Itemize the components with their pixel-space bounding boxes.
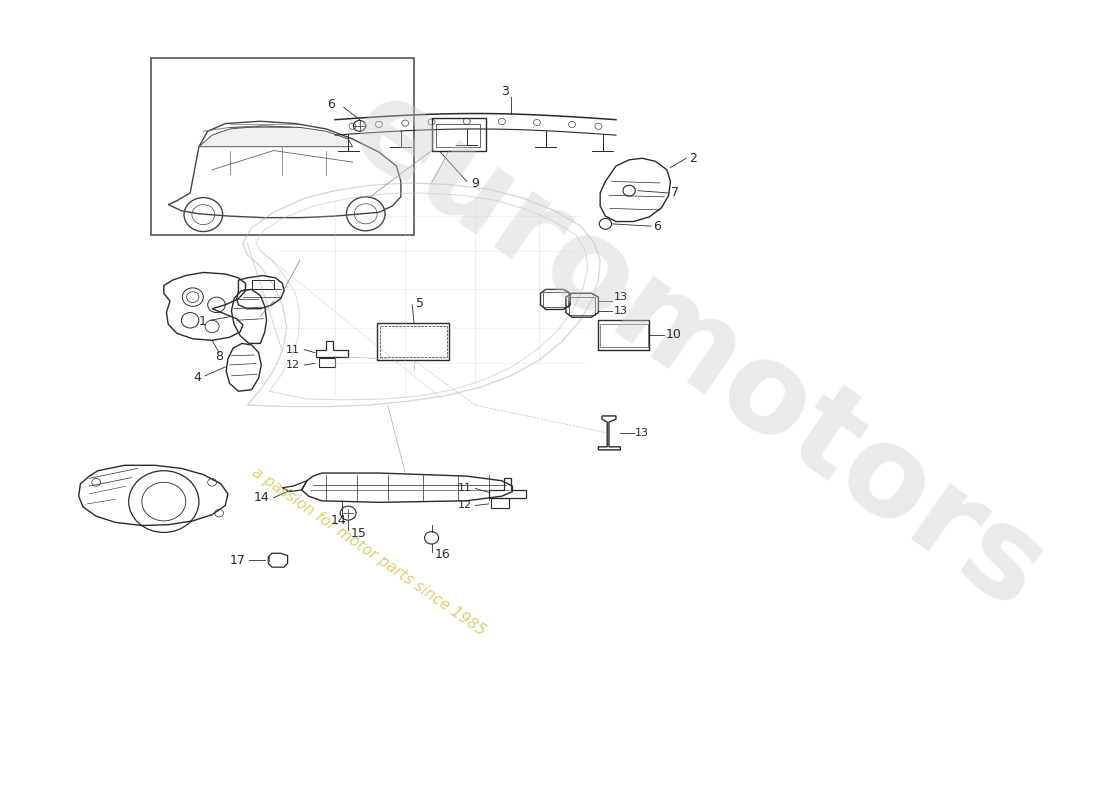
Bar <box>252 280 274 290</box>
Text: 14: 14 <box>253 491 270 504</box>
Text: 15: 15 <box>351 526 366 540</box>
Bar <box>319 358 336 366</box>
Bar <box>569 297 595 315</box>
Text: 2: 2 <box>689 152 696 165</box>
Bar <box>377 323 449 360</box>
Text: 13: 13 <box>614 306 627 316</box>
Bar <box>436 123 480 146</box>
Bar <box>543 292 568 307</box>
Text: 10: 10 <box>666 329 682 342</box>
Text: 13: 13 <box>636 428 649 438</box>
Text: 7: 7 <box>671 186 680 199</box>
Bar <box>598 320 649 350</box>
Text: a passion for motor parts since 1985: a passion for motor parts since 1985 <box>249 465 488 638</box>
Text: 6: 6 <box>327 98 336 110</box>
Bar <box>151 58 414 235</box>
Bar <box>492 498 509 508</box>
Text: 9: 9 <box>471 178 478 190</box>
Polygon shape <box>199 126 353 146</box>
Bar <box>379 326 447 358</box>
Text: euromotors: euromotors <box>327 66 1067 635</box>
Text: 13: 13 <box>614 292 627 302</box>
Text: 6: 6 <box>653 220 661 233</box>
Text: 3: 3 <box>502 86 509 98</box>
Text: 12: 12 <box>458 501 472 510</box>
Text: 1: 1 <box>199 315 207 328</box>
Text: 14: 14 <box>331 514 346 527</box>
Text: 4: 4 <box>194 371 201 384</box>
Bar <box>431 118 486 150</box>
Text: 11: 11 <box>458 483 472 494</box>
Text: 16: 16 <box>436 548 451 562</box>
Bar <box>601 324 648 347</box>
Text: 17: 17 <box>230 554 245 566</box>
Text: 5: 5 <box>416 297 424 310</box>
Text: 11: 11 <box>286 345 300 354</box>
Text: 8: 8 <box>216 350 223 363</box>
Text: 12: 12 <box>286 360 300 370</box>
